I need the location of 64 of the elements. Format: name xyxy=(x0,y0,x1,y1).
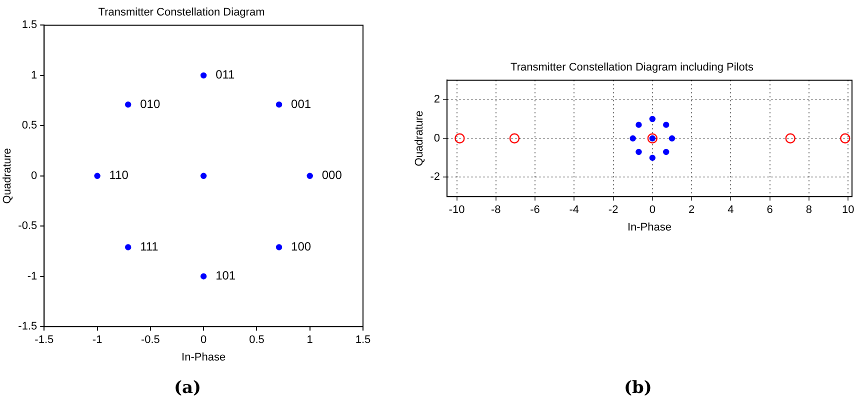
y-tick-label: 0 xyxy=(31,170,38,182)
point xyxy=(306,172,313,179)
annotation: 101 xyxy=(216,268,236,283)
y-tick-label: 1.5 xyxy=(22,19,38,32)
y-tick-label: -0.5 xyxy=(18,220,38,232)
x-tick-label: 6 xyxy=(766,204,773,216)
point xyxy=(276,101,282,108)
point xyxy=(636,122,642,128)
point xyxy=(200,72,207,79)
point xyxy=(636,148,642,156)
y-tick-label: 0 xyxy=(434,132,440,144)
annotation: 001 xyxy=(291,96,312,111)
x-tick-label: 0.5 xyxy=(249,334,264,346)
chart-title: Transmitter Constellation Diagram xyxy=(98,6,265,19)
y-tick-label: 0.5 xyxy=(22,120,38,132)
x-axis-title: In-Phase xyxy=(627,221,672,234)
point xyxy=(785,133,796,144)
y-tick-label: -1 xyxy=(27,270,38,282)
text: (b) xyxy=(623,378,653,398)
point xyxy=(509,133,520,144)
text: (a) xyxy=(172,378,202,398)
x-tick-label: 10 xyxy=(842,204,854,216)
point xyxy=(840,133,850,144)
point xyxy=(276,244,282,250)
annotation: 010 xyxy=(140,96,160,111)
x-tick-label: -4 xyxy=(569,204,580,216)
point xyxy=(454,133,465,144)
x-tick-label: 1 xyxy=(306,334,313,346)
x-tick-label: -2 xyxy=(608,204,618,216)
y-tick-label: -1.5 xyxy=(18,320,38,333)
point xyxy=(668,135,676,142)
point xyxy=(649,116,656,122)
annotation: 111 xyxy=(140,240,159,254)
annotation: 011 xyxy=(216,68,236,82)
y-axis-title: Quadrature xyxy=(2,148,14,204)
y-axis-title: Quadrature xyxy=(414,110,426,166)
x-tick-label: 4 xyxy=(728,204,734,216)
x-tick-label: -6 xyxy=(530,204,540,216)
x-tick-label: -0.5 xyxy=(140,334,160,346)
point xyxy=(94,172,100,179)
x-axis-title: In-Phase xyxy=(182,351,226,364)
annotation: 100 xyxy=(291,240,312,254)
x-tick-label: 0 xyxy=(200,334,207,346)
x-tick-label: 2 xyxy=(688,204,695,216)
y-tick-label: -2 xyxy=(430,171,440,184)
point xyxy=(663,148,670,156)
chart-title: Transmitter Constellation Diagram including Pilots xyxy=(510,62,754,74)
annotation: 110 xyxy=(109,168,129,182)
x-tick-label: 1.5 xyxy=(355,334,371,346)
point xyxy=(630,135,636,142)
x-tick-label: 0 xyxy=(649,204,656,216)
point xyxy=(649,154,656,161)
annotation: 000 xyxy=(322,168,342,182)
point xyxy=(125,101,132,108)
y-tick-label: 1 xyxy=(31,69,38,82)
x-tick-label: -10 xyxy=(448,204,465,216)
point xyxy=(663,122,670,128)
y-tick-label: 2 xyxy=(434,94,440,106)
point xyxy=(125,244,132,250)
x-tick-label: -1 xyxy=(92,334,102,346)
point xyxy=(200,172,207,179)
x-tick-label: 8 xyxy=(806,204,812,216)
point xyxy=(200,273,207,280)
x-tick-label: -8 xyxy=(491,204,501,216)
